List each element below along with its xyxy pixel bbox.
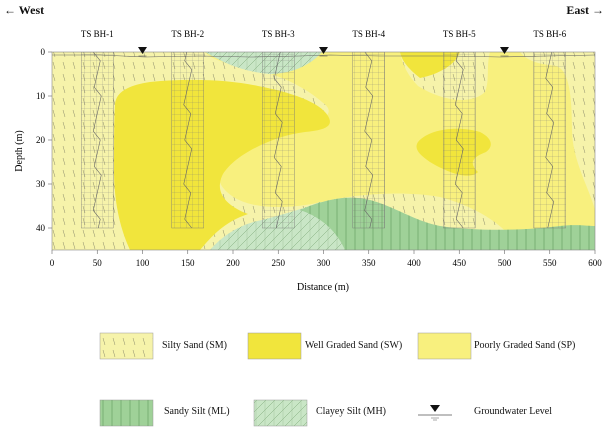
legend-swatch-sm-hatch bbox=[100, 333, 153, 359]
y-tick-label: 40 bbox=[36, 223, 46, 233]
borehole-log-trace bbox=[454, 52, 464, 229]
borehole-log-trace bbox=[92, 52, 102, 229]
borehole-log-trace bbox=[273, 52, 283, 229]
legend bbox=[99, 332, 472, 427]
borehole-column bbox=[352, 52, 385, 229]
west-label: West bbox=[18, 3, 45, 17]
groundwater-level-icon bbox=[138, 47, 147, 54]
x-tick-label: 600 bbox=[588, 258, 602, 268]
borehole-label: TS BH-6 bbox=[533, 29, 566, 39]
legend-label-ml: Sandy Silt (ML) bbox=[164, 406, 230, 417]
borehole-log-trace bbox=[545, 52, 555, 229]
borehole-labels: TS BH-1 TS BH-2 TS BH-3 TS BH-4 TS BH-5 TS BH… bbox=[81, 29, 567, 39]
y-tick-label: 30 bbox=[36, 179, 46, 189]
x-tick-label: 400 bbox=[407, 258, 421, 268]
borehole-label: TS BH-3 bbox=[262, 29, 295, 39]
legend-label-sp: Poorly Graded Sand (SP) bbox=[474, 340, 576, 351]
legend-label-sm: Silty Sand (SM) bbox=[162, 340, 228, 351]
legend-swatch-sw bbox=[247, 332, 302, 360]
west-arrow-icon: ← bbox=[4, 3, 16, 17]
east-arrow-icon: → bbox=[592, 3, 604, 17]
legend-groundwater-icon bbox=[430, 405, 440, 412]
borehole-label: TS BH-4 bbox=[352, 29, 385, 39]
east-direction: East → bbox=[566, 3, 604, 18]
legend-swatch-mh-hatch bbox=[254, 400, 307, 426]
borehole-log-trace bbox=[183, 52, 193, 229]
borehole-column bbox=[171, 52, 204, 229]
legend-swatch-ml-hatch bbox=[100, 400, 153, 426]
borehole-label: TS BH-5 bbox=[443, 29, 476, 39]
x-tick-label: 0 bbox=[50, 258, 55, 268]
x-tick-label: 250 bbox=[272, 258, 286, 268]
y-tick-label: 20 bbox=[36, 135, 46, 145]
x-axis-label: Distance (m) bbox=[297, 282, 349, 293]
x-tick-label: 100 bbox=[136, 258, 150, 268]
borehole-label: TS BH-1 bbox=[81, 29, 114, 39]
borehole-column bbox=[443, 52, 476, 229]
x-tick-label: 200 bbox=[226, 258, 240, 268]
borehole-label: TS BH-2 bbox=[171, 29, 204, 39]
y-axis: 0 10 20 30 40 bbox=[36, 47, 52, 233]
x-tick-label: 50 bbox=[93, 258, 103, 268]
legend-label-sw: Well Graded Sand (SW) bbox=[305, 340, 403, 351]
x-tick-label: 500 bbox=[498, 258, 512, 268]
borehole-log-trace bbox=[364, 52, 374, 229]
y-tick-label: 0 bbox=[41, 47, 46, 57]
x-tick-label: 300 bbox=[317, 258, 331, 268]
borehole-columns bbox=[81, 52, 566, 229]
legend-label-mh: Clayey Silt (MH) bbox=[316, 406, 386, 417]
y-axis-label: Depth (m) bbox=[14, 130, 25, 171]
groundwater-level-icon bbox=[319, 47, 328, 54]
poorly-graded-sand-body-top bbox=[205, 52, 595, 250]
legend-label-gw: Groundwater Level bbox=[474, 406, 553, 417]
x-tick-label: 550 bbox=[543, 258, 557, 268]
legend-swatch-sp bbox=[417, 332, 472, 360]
x-tick-label: 350 bbox=[362, 258, 376, 268]
y-tick-label: 10 bbox=[36, 91, 46, 101]
groundwater-level-icon bbox=[500, 47, 509, 54]
borehole-column bbox=[81, 52, 114, 229]
groundwater-markers bbox=[138, 47, 509, 57]
x-tick-label: 450 bbox=[453, 258, 467, 268]
x-axis: 0 50 100 150 200 250 300 350 400 450 500 550 600 bbox=[50, 250, 602, 268]
x-tick-label: 150 bbox=[181, 258, 195, 268]
west-direction: ← West bbox=[4, 3, 44, 18]
east-label: East bbox=[566, 3, 589, 17]
